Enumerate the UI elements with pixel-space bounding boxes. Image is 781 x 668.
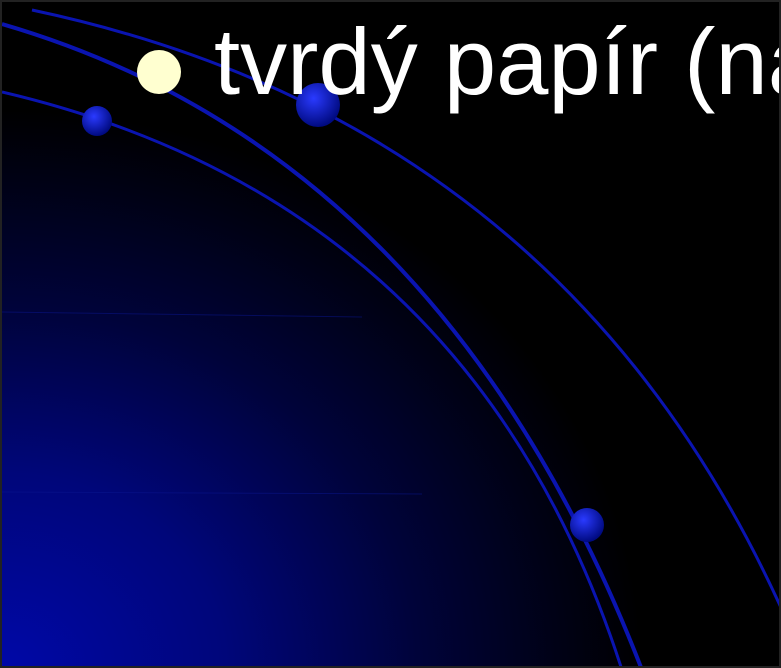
ball — [296, 83, 340, 127]
line — [2, 491, 423, 495]
line — [2, 311, 363, 318]
arc — [2, 90, 623, 666]
bullet-dot — [137, 50, 181, 94]
ball — [82, 106, 112, 136]
bullet-text: tvrdý papír (na — [214, 9, 781, 114]
ball — [570, 508, 604, 542]
arc — [31, 8, 779, 607]
